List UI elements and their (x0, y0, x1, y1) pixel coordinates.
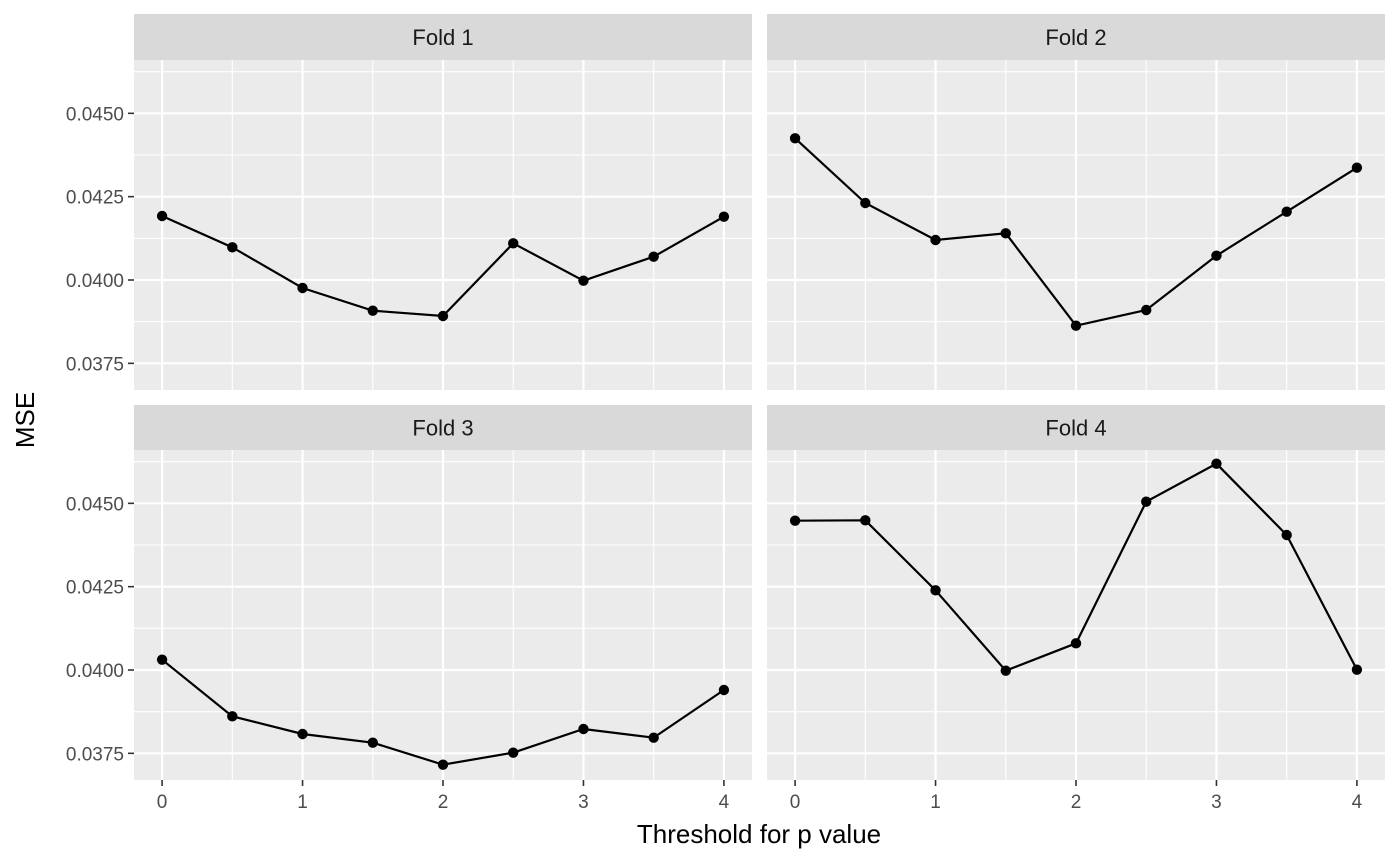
data-point (860, 197, 871, 209)
x-tick-label: 4 (1352, 792, 1363, 813)
data-point (508, 238, 519, 249)
facet-panel-4: Fold 4 0 1 2 3 4 (767, 405, 1385, 813)
facet-strip-label: Fold 4 (1045, 416, 1106, 441)
y-tick-label: 0.0400 (66, 661, 124, 682)
data-point (156, 210, 168, 222)
facet-strip-label: Fold 1 (412, 25, 473, 50)
data-point (1211, 250, 1222, 261)
y-axis-title: MSE (10, 392, 40, 448)
facet-strip (134, 405, 752, 450)
data-point (930, 585, 941, 596)
data-point (1000, 665, 1011, 676)
data-point (789, 133, 801, 144)
data-point (508, 747, 519, 758)
data-point (1211, 458, 1222, 469)
data-point (1141, 496, 1152, 507)
data-point (648, 732, 659, 743)
x-tick-label: 2 (438, 792, 449, 813)
x-tick-label: 3 (578, 792, 589, 813)
data-point (1281, 529, 1292, 541)
y-tick-label: 0.0375 (66, 744, 124, 765)
data-point (578, 723, 589, 735)
x-tick-label: 4 (719, 792, 730, 813)
y-tick-label: 0.0450 (66, 104, 124, 125)
data-point (789, 515, 801, 526)
y-tick-label: 0.0425 (66, 578, 124, 599)
facet-panel-3: Fold 3 0.0375 0.0400 0.0425 0.0450 0 1 2 3 4 (66, 405, 752, 813)
data-point (297, 282, 308, 294)
data-point (437, 310, 449, 322)
data-point (227, 242, 238, 253)
data-point (1351, 162, 1363, 173)
x-axis-title: Threshold for p value (637, 819, 881, 849)
facet-strip (767, 14, 1385, 60)
x-tick-label: 3 (1211, 792, 1222, 813)
facet-strip-label: Fold 3 (412, 416, 473, 441)
data-point (930, 234, 941, 246)
data-point (1070, 320, 1082, 331)
facet-strip (134, 14, 752, 60)
data-point (1000, 228, 1011, 239)
y-tick-label: 0.0425 (66, 188, 124, 209)
data-point (648, 251, 659, 262)
data-point (1281, 206, 1292, 217)
data-point (1351, 664, 1363, 675)
data-point (1141, 304, 1152, 316)
facet-panel-2: Fold 2 (767, 14, 1385, 390)
x-tick-label: 0 (157, 792, 168, 813)
y-tick-label: 0.0375 (66, 354, 124, 375)
x-tick-label: 1 (930, 792, 941, 813)
data-point (1070, 638, 1082, 649)
data-point (718, 684, 730, 696)
data-point (367, 305, 378, 316)
facet-strip-label: Fold 2 (1045, 25, 1106, 50)
x-tick-label: 2 (1071, 792, 1082, 813)
facet-panels: Fold 1 0.0375 0.0400 0.0425 0.0450 Fold 2 Fold… (66, 14, 1385, 813)
data-point (227, 711, 238, 722)
facet-strip (767, 405, 1385, 450)
x-tick-label: 0 (790, 792, 801, 813)
data-point (437, 759, 449, 770)
y-tick-label: 0.0400 (66, 271, 124, 292)
x-tick-label: 1 (297, 792, 308, 813)
data-point (578, 275, 589, 286)
data-point (297, 728, 308, 740)
data-point (367, 737, 378, 748)
data-point (860, 515, 871, 526)
data-point (156, 654, 168, 665)
y-tick-label: 0.0450 (66, 494, 124, 515)
facet-panel-1: Fold 1 0.0375 0.0400 0.0425 0.0450 (66, 14, 752, 390)
data-point (718, 211, 730, 222)
